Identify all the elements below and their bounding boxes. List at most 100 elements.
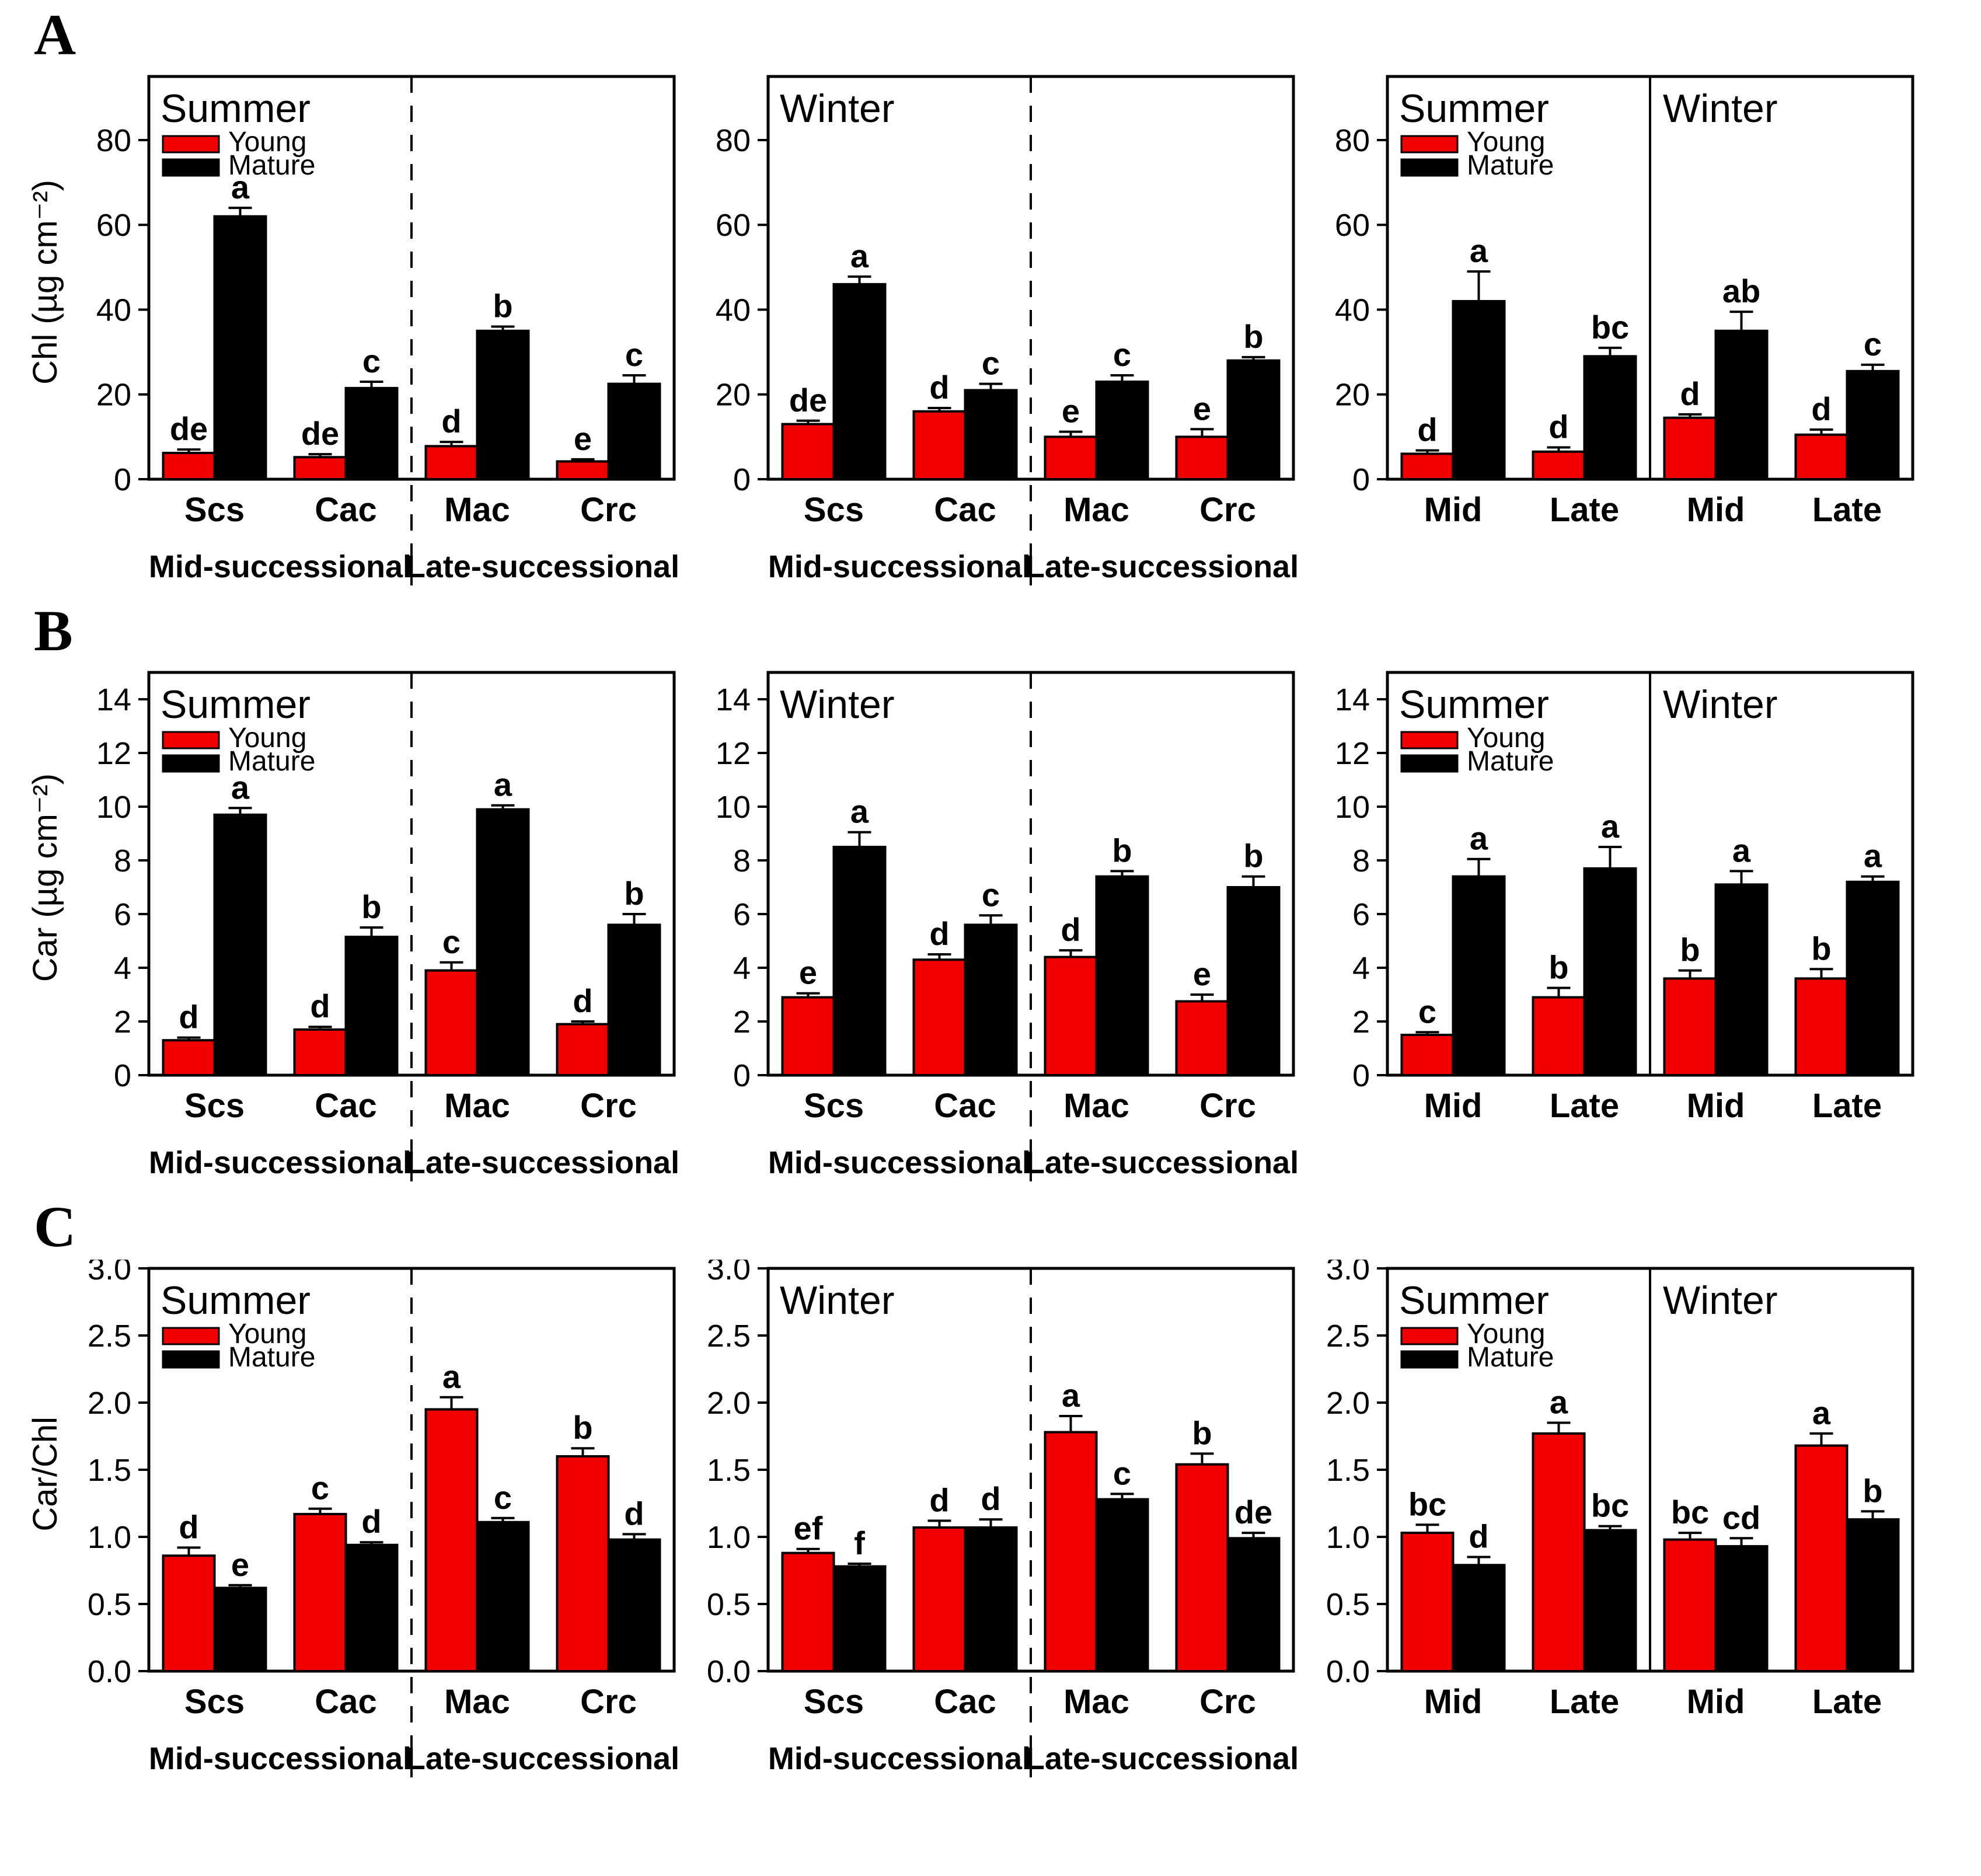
bar-young <box>556 1455 610 1672</box>
group-label-mid: Mid-successional <box>149 1145 411 1180</box>
x-category-label: Mac <box>1063 1683 1129 1721</box>
legend-label-young: Young <box>228 723 306 754</box>
bar-mature <box>344 1543 399 1672</box>
bar-mature <box>607 923 661 1076</box>
y-tick-label: 0 <box>114 462 131 497</box>
legend-swatch-mature <box>1400 158 1459 177</box>
significance-letter: a <box>1470 820 1488 857</box>
bar-young <box>1794 977 1849 1077</box>
y-tick-label: 10 <box>1335 790 1370 825</box>
significance-letter: d <box>1417 412 1437 448</box>
x-category-label: Cac <box>315 1683 376 1721</box>
bar-mature <box>1452 875 1506 1076</box>
season-title-left: Summer <box>161 1278 311 1323</box>
y-tick-label: 4 <box>1352 951 1370 986</box>
significance-letter: b <box>1548 949 1568 986</box>
y-tick-label: 14 <box>96 682 131 717</box>
y-tick-label: 12 <box>96 736 131 771</box>
significance-letter: e <box>574 420 592 457</box>
x-category-label: Crc <box>580 1087 637 1125</box>
significance-letter: de <box>170 410 208 447</box>
significance-letter: c <box>625 336 643 373</box>
bar-young <box>424 969 479 1076</box>
x-category-label: Scs <box>804 1087 864 1125</box>
significance-letter: c <box>1113 1455 1131 1491</box>
x-category-label: Mid <box>1424 1683 1483 1721</box>
y-tick-label: 80 <box>716 123 751 158</box>
group-label-mid: Mid-successional <box>768 549 1031 584</box>
season-title-right: Winter <box>1663 1278 1777 1323</box>
group-label-late: Late-successional <box>1026 1145 1299 1180</box>
significance-letter: d <box>179 999 198 1035</box>
x-category-label: Crc <box>580 1683 637 1721</box>
significance-letter: e <box>1193 956 1211 992</box>
bar-young <box>1400 452 1455 481</box>
row-chl: A Chl (µg cm⁻²) 0 20 40 60 80 de a Scs de c Cac d b M… <box>18 5 1981 590</box>
chart-panel-summer-winter-b: 0 2 4 6 8 10 12 14 c a Mid b a Late b a Mid b a Late Summer W… <box>1335 671 1914 1125</box>
legend-label-mature: Mature <box>1467 1342 1554 1373</box>
y-tick-label: 8 <box>1352 843 1370 878</box>
y-tick-label: 2.5 <box>1326 1319 1370 1354</box>
significance-letter: d <box>310 988 330 1024</box>
bar-young <box>1794 433 1849 480</box>
legend-label-mature: Mature <box>228 1342 315 1373</box>
y-tick-label: 12 <box>716 736 751 771</box>
y-tick-label: 1.0 <box>88 1520 131 1555</box>
legend-swatch-young <box>162 135 220 154</box>
legend-label-mature: Mature <box>228 150 315 181</box>
y-tick-label: 80 <box>1335 123 1370 158</box>
bar-young <box>1794 1444 1849 1672</box>
x-category-label: Scs <box>804 491 864 529</box>
bar-young <box>781 996 835 1076</box>
significance-letter: d <box>573 982 592 1019</box>
significance-letter: e <box>231 1546 249 1583</box>
y-tick-label: 14 <box>716 682 751 717</box>
y-tick-label: 1.0 <box>1326 1520 1370 1555</box>
group-label-late: Late-successional <box>406 1741 679 1776</box>
y-tick-label: 20 <box>1335 378 1370 413</box>
significance-letter: c <box>1864 326 1882 362</box>
y-tick-label: 8 <box>733 843 751 878</box>
significance-letter: de <box>301 415 339 452</box>
significance-letter: a <box>1812 1394 1831 1431</box>
y-tick-label: 40 <box>716 292 751 327</box>
bar-mature <box>1095 875 1149 1076</box>
bar-young <box>162 1554 216 1673</box>
bar-mature <box>1714 329 1769 480</box>
bar-mature <box>1095 380 1149 481</box>
bar-young <box>162 451 216 481</box>
y-tick-label: 2 <box>114 1005 131 1040</box>
group-label-late: Late-successional <box>1026 1741 1299 1776</box>
x-category-label: Cac <box>934 1087 996 1125</box>
bar-mature <box>1714 883 1769 1076</box>
x-category-label: Mid <box>1687 1087 1745 1125</box>
significance-letter: d <box>361 1503 381 1540</box>
y-tick-label: 2.0 <box>1326 1386 1370 1421</box>
bar-young <box>1175 435 1229 480</box>
legend-swatch-mature <box>1400 754 1459 773</box>
legend-swatch-young <box>162 1327 220 1345</box>
bar-young <box>1400 1532 1455 1672</box>
y-axis-title-wrap: Car (µg cm⁻²) <box>18 671 73 1085</box>
bar-mature <box>1846 1518 1900 1672</box>
significance-letter: a <box>442 1358 461 1395</box>
y-tick-label: 0 <box>733 1058 751 1093</box>
x-category-label: Mac <box>444 491 510 529</box>
bar-young <box>1532 1432 1586 1672</box>
chart-panel-summer-c: 0.00.51.01.52.02.53.0deScscdCacacMacbdCr… <box>88 1260 679 1777</box>
bar-young <box>1044 1431 1098 1672</box>
legend-label-young: Young <box>1467 723 1545 754</box>
significance-letter: c <box>1418 993 1436 1030</box>
significance-letter: e <box>799 954 817 991</box>
significance-letter: a <box>850 238 869 274</box>
bar-young <box>1175 1463 1229 1672</box>
y-tick-label: 3.0 <box>707 1260 751 1286</box>
bar-young <box>912 410 967 481</box>
significance-letter: b <box>1811 930 1831 967</box>
bar-mature <box>476 808 530 1076</box>
bar-young <box>1044 956 1098 1076</box>
bar-young <box>556 1023 610 1076</box>
season-title-right: Winter <box>1663 86 1777 131</box>
y-tick-label: 1.0 <box>707 1520 751 1555</box>
season-title-left: Winter <box>780 86 894 131</box>
